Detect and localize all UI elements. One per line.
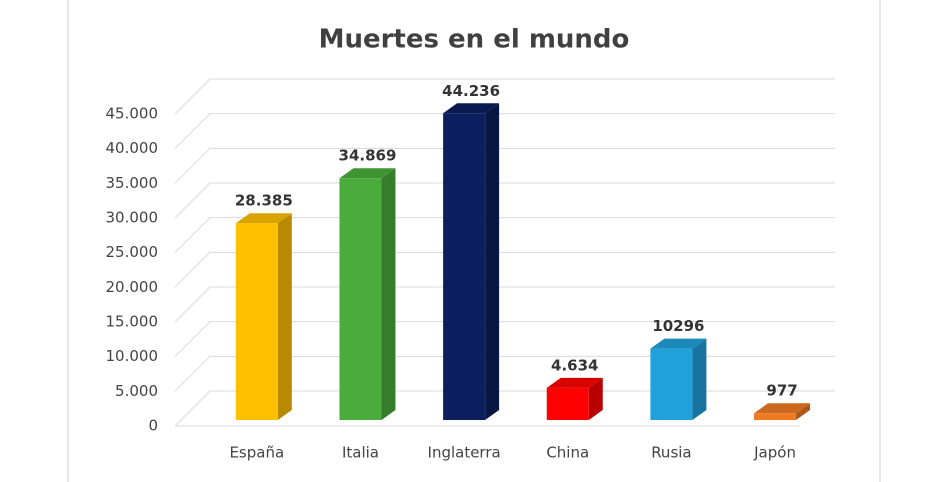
bar-top	[339, 168, 396, 179]
value-label: 28.385	[235, 192, 293, 210]
bar-side	[588, 377, 603, 420]
bar-top	[546, 377, 603, 388]
value-label: 4.634	[551, 356, 598, 374]
value-label: 44.236	[442, 82, 500, 100]
bar-side	[277, 213, 292, 420]
chart-title: Muertes en el mundo	[319, 25, 630, 55]
bar-side	[485, 103, 500, 421]
grid-line	[174, 355, 835, 392]
bar-top	[754, 403, 811, 414]
grid-line	[174, 390, 835, 427]
bar-side	[796, 403, 811, 420]
bar	[754, 413, 797, 420]
value-label: 10296	[652, 317, 704, 335]
y-tick-label: 30.000	[106, 209, 159, 227]
x-tick-label: Rusia	[651, 444, 691, 462]
bar	[443, 113, 486, 421]
bar-top	[443, 103, 500, 114]
bar	[650, 348, 693, 420]
bar-side	[692, 338, 707, 420]
y-tick-label: 0	[148, 417, 158, 435]
grid-line	[174, 286, 835, 323]
x-tick-label: España	[229, 444, 284, 462]
x-tick-label: Inglaterra	[428, 444, 501, 462]
y-tick-label: 35.000	[106, 174, 159, 192]
grid-line	[174, 78, 835, 115]
bar-top	[650, 338, 707, 349]
bar-top	[235, 213, 292, 224]
y-tick-label: 45.000	[106, 105, 159, 123]
bar	[546, 387, 589, 420]
y-tick-label: 40.000	[106, 139, 159, 157]
grid-line	[174, 182, 835, 219]
grid-line	[174, 321, 835, 358]
x-tick-label: Italia	[342, 444, 379, 462]
value-label: 977	[766, 382, 797, 400]
bar	[339, 178, 382, 420]
y-tick-label: 10.000	[106, 347, 159, 365]
y-tick-label: 5.000	[115, 382, 158, 400]
x-tick-label: China	[546, 444, 589, 462]
y-tick-label: 15.000	[106, 313, 159, 331]
value-label: 34.869	[339, 147, 397, 165]
grid-line	[174, 251, 835, 288]
grid-line	[174, 113, 835, 150]
grid-line	[174, 217, 835, 254]
x-tick-label: Japón	[753, 444, 796, 462]
y-tick-label: 20.000	[106, 278, 159, 296]
grid-line	[174, 147, 835, 184]
bar-side	[381, 168, 396, 420]
bar	[235, 223, 278, 420]
y-tick-label: 25.000	[106, 243, 159, 261]
